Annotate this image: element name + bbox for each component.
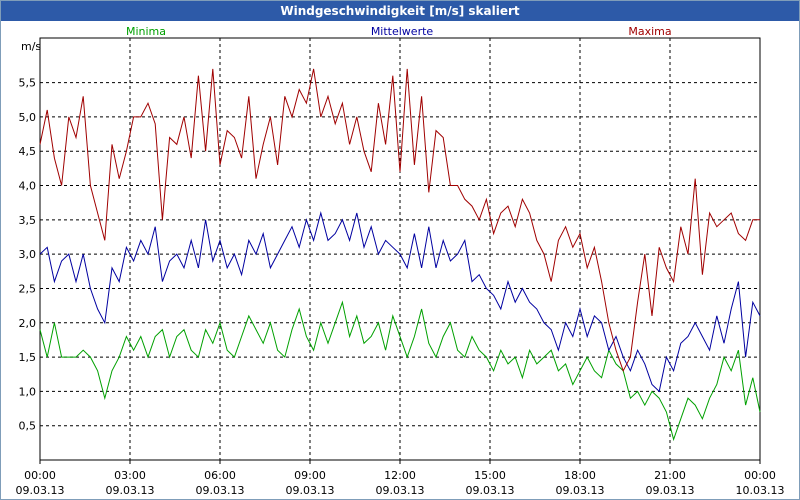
x-tick-date: 09.03.13 <box>196 484 245 497</box>
y-tick-label: 1,5 <box>19 351 37 364</box>
series-line-maxima <box>39 68 760 373</box>
y-tick-label: 1,0 <box>19 385 37 398</box>
x-tick-time: 06:00 <box>204 469 236 482</box>
x-tick-time: 09:00 <box>294 469 326 482</box>
legend-minima: Minima <box>126 25 166 38</box>
y-tick-label: 5,5 <box>19 77 37 90</box>
x-tick-time: 15:00 <box>474 469 506 482</box>
x-tick-date: 09.03.13 <box>556 484 605 497</box>
x-tick-time: 00:00 <box>744 469 776 482</box>
x-tick-time: 00:00 <box>24 469 56 482</box>
x-tick-date: 09.03.13 <box>646 484 695 497</box>
x-tick-date: 09.03.13 <box>16 484 65 497</box>
x-tick-time: 21:00 <box>654 469 686 482</box>
x-tick-date: 09.03.13 <box>376 484 425 497</box>
y-tick-label: 3,0 <box>19 248 37 261</box>
x-tick-date: 10.03.13 <box>736 484 785 497</box>
y-tick-label: 4,5 <box>19 145 37 158</box>
x-tick-date: 09.03.13 <box>466 484 515 497</box>
x-tick-date: 09.03.13 <box>286 484 335 497</box>
y-tick-label: 2,0 <box>19 317 37 330</box>
series-line-mittelwerte <box>39 211 761 393</box>
x-tick-time: 18:00 <box>564 469 596 482</box>
chart-title: Windgeschwindigkeit [m/s] skaliert <box>1 1 799 21</box>
series-line-minima <box>39 300 761 442</box>
y-tick-label: 5,0 <box>19 111 37 124</box>
y-tick-label: 4,0 <box>19 180 37 193</box>
y-tick-label: 2,5 <box>19 282 37 295</box>
legend-mittelwerte: Mittelwerte <box>371 25 434 38</box>
y-tick-label: 0,5 <box>19 420 37 433</box>
x-tick-time: 12:00 <box>384 469 416 482</box>
x-tick-time: 03:00 <box>114 469 146 482</box>
y-tick-label: 3,5 <box>19 214 37 227</box>
x-tick-date: 09.03.13 <box>106 484 155 497</box>
y-axis-label: m/s <box>21 40 41 53</box>
legend-maxima: Maxima <box>628 25 671 38</box>
